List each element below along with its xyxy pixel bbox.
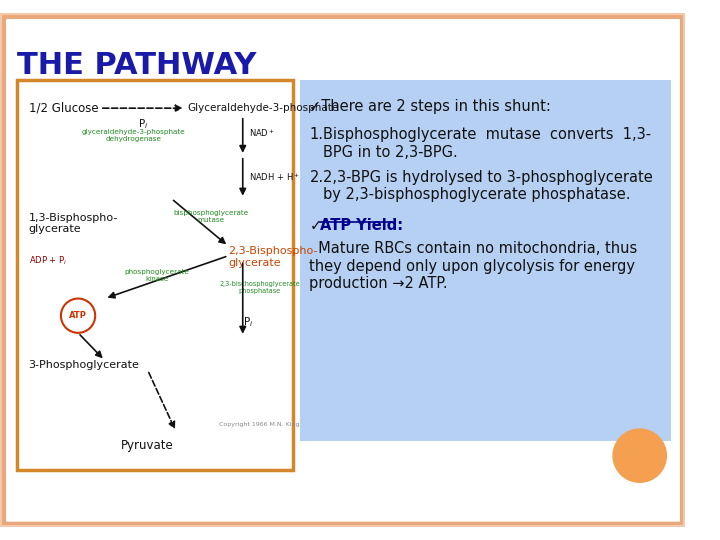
Text: 1,3-Bisphospho-
glycerate: 1,3-Bisphospho- glycerate [29, 213, 118, 234]
Circle shape [613, 429, 667, 482]
Text: Mature RBCs contain no mitochondria, thus
they depend only upon glycolysis for e: Mature RBCs contain no mitochondria, thu… [310, 241, 638, 291]
Text: phosphoglycerate: phosphoglycerate [125, 269, 189, 275]
Text: glyceraldehyde-3-phosphate: glyceraldehyde-3-phosphate [81, 129, 185, 135]
FancyBboxPatch shape [17, 79, 293, 470]
Text: ATP Yield:: ATP Yield: [320, 218, 403, 233]
Text: 2,3-bischosphoglycerate: 2,3-bischosphoglycerate [220, 281, 300, 287]
FancyBboxPatch shape [0, 13, 685, 527]
FancyBboxPatch shape [300, 79, 671, 441]
Text: Bisphosphoglycerate  mutase  converts  1,3-
BPG in to 2,3-BPG.: Bisphosphoglycerate mutase converts 1,3-… [323, 127, 651, 160]
Text: NADH + H$^+$: NADH + H$^+$ [249, 171, 300, 183]
Text: ATP: ATP [69, 311, 87, 320]
Text: P$_i$: P$_i$ [138, 118, 148, 131]
Text: NAD$^+$: NAD$^+$ [249, 127, 276, 139]
Text: P$_i$: P$_i$ [243, 315, 253, 329]
Text: dehydrogenase: dehydrogenase [105, 136, 161, 141]
FancyBboxPatch shape [6, 19, 680, 521]
Text: 2.: 2. [310, 170, 323, 185]
Text: phosphatase: phosphatase [239, 288, 281, 294]
Text: Glyceraldehyde-3-phosphate: Glyceraldehyde-3-phosphate [187, 103, 339, 113]
Text: bisphosphoglycerate: bisphosphoglycerate [174, 210, 249, 216]
Text: 2,3-BPG is hydrolysed to 3-phosphoglycerate
by 2,3-bisphosphoglycerate phosphata: 2,3-BPG is hydrolysed to 3-phosphoglycer… [323, 170, 652, 202]
Text: 2,3-Bisphospho-
glycerate: 2,3-Bisphospho- glycerate [228, 246, 318, 268]
Text: ✓There are 2 steps in this shunt:: ✓There are 2 steps in this shunt: [310, 99, 552, 113]
Text: ✓: ✓ [310, 218, 322, 233]
Text: 3-Phosphoglycerate: 3-Phosphoglycerate [29, 360, 140, 370]
Text: THE PATHWAY: THE PATHWAY [17, 51, 256, 80]
Text: mutase: mutase [198, 217, 225, 222]
Text: Pyruvate: Pyruvate [121, 440, 174, 453]
Text: kinase: kinase [145, 275, 168, 281]
Text: 1/2 Glucose: 1/2 Glucose [29, 102, 98, 114]
Text: 1.: 1. [310, 127, 323, 142]
Text: ADP + P$_i$: ADP + P$_i$ [29, 254, 67, 267]
Text: Copyright 1966 M.N. King: Copyright 1966 M.N. King [219, 422, 300, 427]
